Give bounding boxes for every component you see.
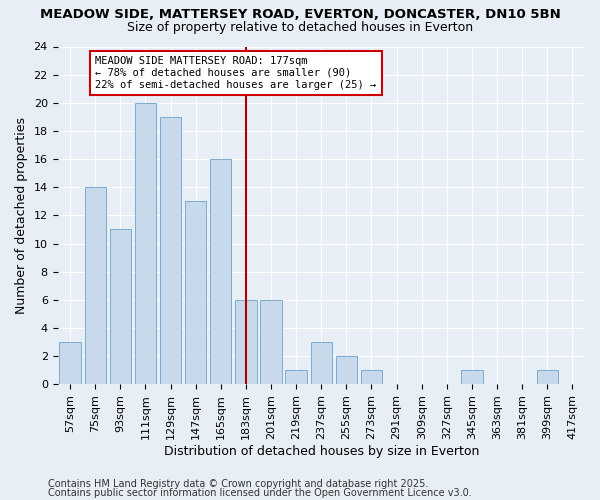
Bar [210, 159, 232, 384]
Text: Contains HM Land Registry data © Crown copyright and database right 2025.: Contains HM Land Registry data © Crown c… [48, 479, 428, 489]
Bar [536, 370, 558, 384]
Bar [361, 370, 382, 384]
Bar [185, 202, 206, 384]
Text: Size of property relative to detached houses in Everton: Size of property relative to detached ho… [127, 22, 473, 35]
Text: Contains public sector information licensed under the Open Government Licence v3: Contains public sector information licen… [48, 488, 472, 498]
Y-axis label: Number of detached properties: Number of detached properties [15, 117, 28, 314]
Bar [286, 370, 307, 384]
Bar [260, 300, 282, 384]
Text: MEADOW SIDE MATTERSEY ROAD: 177sqm
← 78% of detached houses are smaller (90)
22%: MEADOW SIDE MATTERSEY ROAD: 177sqm ← 78%… [95, 56, 376, 90]
Bar [85, 187, 106, 384]
Text: MEADOW SIDE, MATTERSEY ROAD, EVERTON, DONCASTER, DN10 5BN: MEADOW SIDE, MATTERSEY ROAD, EVERTON, DO… [40, 8, 560, 20]
Bar [311, 342, 332, 384]
Bar [135, 103, 156, 384]
Bar [59, 342, 81, 384]
Bar [235, 300, 257, 384]
Bar [461, 370, 482, 384]
Bar [336, 356, 357, 384]
X-axis label: Distribution of detached houses by size in Everton: Distribution of detached houses by size … [164, 444, 479, 458]
Bar [110, 230, 131, 384]
Bar [160, 117, 181, 384]
